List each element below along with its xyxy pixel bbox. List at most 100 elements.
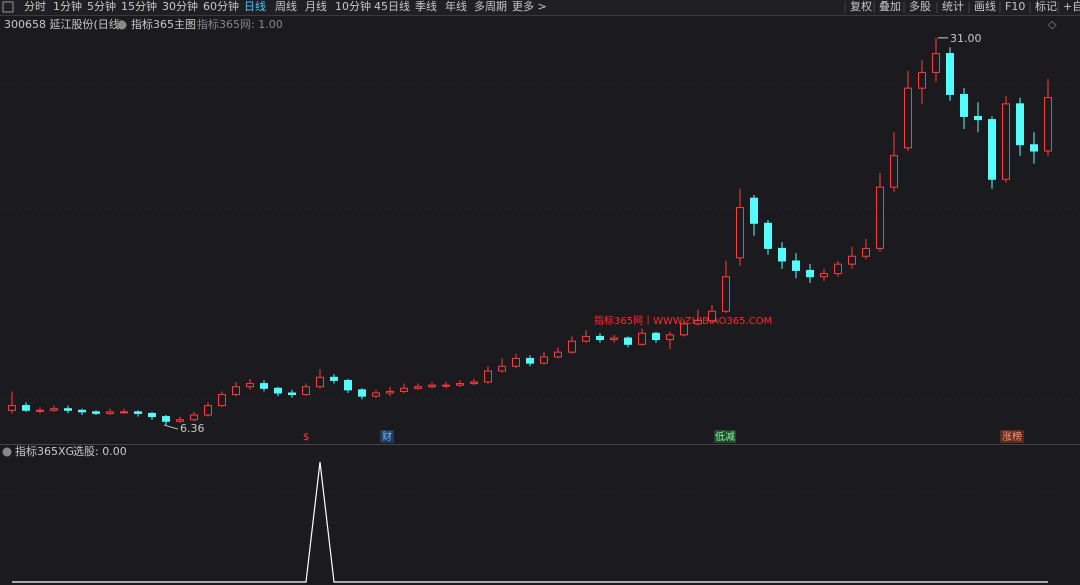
candle-body <box>834 263 842 275</box>
candle-body <box>988 119 996 180</box>
candle-body <box>554 351 562 358</box>
candle-body <box>176 419 184 422</box>
period-tab[interactable]: 45日线 <box>374 0 410 13</box>
event-marker[interactable]: 涨榜 <box>1002 430 1022 443</box>
event-marker[interactable]: 财 <box>382 430 392 443</box>
diamond-icon[interactable]: ◇ <box>1048 18 1057 31</box>
annotation-leader <box>163 424 179 430</box>
period-tab[interactable]: 日线 <box>244 0 266 13</box>
period-tab[interactable]: 分时 <box>24 0 46 13</box>
candle-body <box>778 247 786 262</box>
candle-body <box>288 392 296 396</box>
tool-button[interactable]: +自 <box>1063 0 1080 13</box>
period-tab[interactable]: 月线 <box>305 0 327 13</box>
candle-body <box>722 276 730 312</box>
candle-body <box>526 357 534 364</box>
candle-body <box>540 356 548 364</box>
event-marker-bg <box>380 430 394 443</box>
candle-body <box>162 416 170 422</box>
candle-body <box>190 414 198 421</box>
period-tab[interactable]: 年线 <box>445 0 467 13</box>
tool-button[interactable]: F10 <box>1005 0 1025 13</box>
candle-body <box>750 197 758 224</box>
candle-body <box>498 365 506 372</box>
period-tab[interactable]: 5分钟 <box>87 0 116 13</box>
candle-body <box>232 386 240 396</box>
period-tab[interactable]: 15分钟 <box>121 0 157 13</box>
candle-body <box>456 383 464 386</box>
tool-button[interactable]: 统计 <box>942 0 964 13</box>
tool-button[interactable]: 标记 <box>1035 0 1057 13</box>
candle-body <box>218 394 226 407</box>
candle-body <box>624 337 632 345</box>
candle-body <box>974 115 982 121</box>
candle-body <box>890 155 898 188</box>
candle-body <box>1044 97 1052 152</box>
candle-body <box>736 207 744 259</box>
candle-body <box>568 340 576 353</box>
candle-body <box>358 389 366 397</box>
event-marker[interactable]: 低减 <box>715 430 735 443</box>
candle-body <box>106 411 114 414</box>
candle-body <box>274 387 282 394</box>
tool-button[interactable]: 叠加 <box>879 0 901 13</box>
tool-button[interactable]: 多股 <box>909 0 931 13</box>
tool-button[interactable]: 复权 <box>850 0 872 13</box>
dropdown-icon[interactable] <box>117 20 127 30</box>
annotation-label: 6.36 <box>180 422 205 435</box>
candle-body <box>666 334 674 341</box>
tool-button[interactable]: 画线 <box>974 0 996 13</box>
period-tab[interactable]: 1分钟 <box>53 0 82 13</box>
candle-body <box>92 411 100 414</box>
candle-body <box>680 323 688 336</box>
candle-body <box>806 269 814 278</box>
candle-body <box>372 392 380 397</box>
candle-body <box>610 337 618 341</box>
candle-body <box>22 405 30 411</box>
candle-body <box>792 260 800 271</box>
event-marker-bg <box>1000 430 1024 443</box>
candle-body <box>820 273 828 278</box>
event-marker-bg <box>714 430 736 443</box>
event-marker[interactable]: $ <box>303 432 309 443</box>
candle-body <box>330 376 338 381</box>
period-tab[interactable]: 30分钟 <box>162 0 198 13</box>
candle-body <box>512 357 520 367</box>
annotation-label: 31.00 <box>950 32 982 45</box>
period-tab[interactable]: 周线 <box>275 0 297 13</box>
candle-body <box>1030 144 1038 152</box>
period-tab[interactable]: 季线 <box>415 0 437 13</box>
candle-body <box>36 409 44 412</box>
candle-body <box>484 370 492 383</box>
stock-title: 300658 延江股份(日线) <box>4 17 124 31</box>
period-tab[interactable]: 10分钟 <box>335 0 371 13</box>
candle-body <box>414 386 422 389</box>
candle-body <box>638 332 646 345</box>
sub-dropdown-icon[interactable] <box>2 447 12 457</box>
candle-body <box>344 379 352 391</box>
signal-line <box>12 461 1048 583</box>
candle-body <box>582 335 590 342</box>
candle-body <box>904 87 912 149</box>
candle-body <box>960 93 968 117</box>
period-tab[interactable]: 60分钟 <box>203 0 239 13</box>
menu-icon[interactable] <box>2 1 14 13</box>
candle-body <box>596 335 604 341</box>
candle-body <box>400 387 408 392</box>
candle-body <box>708 310 716 322</box>
candle-body <box>848 255 856 265</box>
candle-body <box>946 53 954 95</box>
candle-body <box>134 411 142 414</box>
watermark: 指标365网丨WWW.ZHIBIAO365.COM <box>594 314 772 327</box>
period-tab[interactable]: 更多 > <box>512 0 547 13</box>
candle-body <box>316 376 324 388</box>
period-tab[interactable]: 多周期 <box>474 0 507 13</box>
candle-body <box>386 390 394 394</box>
candle-body <box>876 186 884 249</box>
indicator-value: 指标365网: 1.00 <box>197 17 283 31</box>
candle-body <box>246 383 254 388</box>
candle-body <box>470 381 478 385</box>
toolbar-bg <box>0 0 1080 15</box>
candle-body <box>652 332 660 341</box>
